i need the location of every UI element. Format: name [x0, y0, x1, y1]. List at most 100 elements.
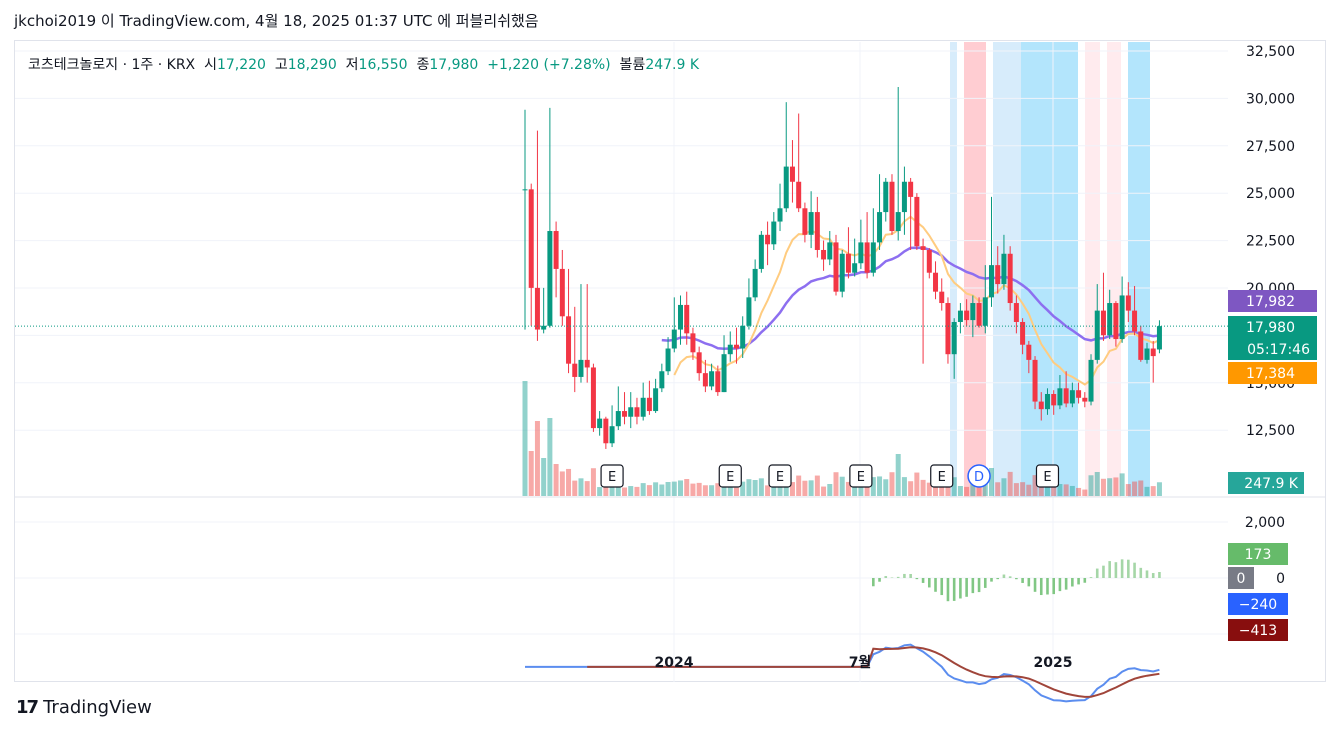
- volume-bar: [926, 482, 932, 496]
- highlight-band: [964, 42, 986, 497]
- candle-body: [920, 246, 926, 250]
- volume-bar: [1156, 482, 1162, 496]
- volume-bar: [622, 487, 628, 496]
- candle-body: [777, 208, 783, 222]
- macd-histogram-bar: [1027, 578, 1031, 587]
- macd-histogram-bar: [1102, 565, 1105, 578]
- macd-histogram-bar: [884, 576, 888, 578]
- candle-body: [1113, 303, 1119, 340]
- candle-body: [765, 234, 771, 245]
- volume-bar: [1013, 483, 1019, 496]
- volume-bar: [1001, 478, 1007, 496]
- candle-body: [590, 367, 596, 429]
- candle-body: [522, 189, 528, 191]
- macd-histogram-bar: [1008, 576, 1012, 578]
- price-badge: [1228, 362, 1317, 384]
- macd-histogram-bar: [1145, 570, 1149, 578]
- macd-histogram-bar: [1158, 571, 1161, 578]
- price-tick-label: 27,500: [1246, 139, 1295, 155]
- chart-frame[interactable]: [14, 40, 1326, 682]
- candle-body: [883, 181, 889, 213]
- candle-body: [553, 231, 559, 269]
- volume-bar: [901, 477, 907, 496]
- candle-body: [733, 344, 739, 349]
- candle-body: [740, 325, 746, 349]
- candle-body: [821, 249, 827, 260]
- volume-bar: [1100, 478, 1106, 496]
- legend-volume-label: 볼륨: [619, 57, 646, 73]
- macd-histogram-bar: [940, 578, 944, 596]
- candle-body: [715, 371, 721, 393]
- candle-body: [622, 411, 628, 417]
- macd-histogram-bar: [934, 578, 937, 592]
- candle-body: [684, 304, 690, 334]
- candle-body: [534, 287, 540, 330]
- volume-bar: [597, 487, 603, 496]
- candle-body: [889, 181, 895, 232]
- footer-brand[interactable]: 17 TradingView: [16, 697, 152, 718]
- candle-body: [926, 249, 932, 273]
- publish-header: jkchoi2019 이 TradingView.com, 4월 18, 202…: [14, 12, 539, 30]
- candle-body: [833, 242, 839, 292]
- volume-bar: [908, 481, 914, 496]
- candle-body: [1044, 393, 1050, 410]
- macd-histogram-bar: [996, 578, 1000, 580]
- macd-histogram-bar: [977, 578, 981, 593]
- volume-bar: [615, 483, 621, 496]
- price-tick-label: 30,000: [1246, 91, 1295, 107]
- candle-body: [709, 371, 715, 387]
- candle-body: [802, 208, 808, 235]
- macd-histogram-bar: [1120, 559, 1124, 578]
- macd-badge-label: 0: [1237, 571, 1246, 587]
- price-badge-label: 17,980: [1246, 320, 1295, 336]
- candle-body: [678, 304, 683, 330]
- candle-body: [1094, 310, 1100, 360]
- macd-histogram-bar: [946, 578, 950, 602]
- candle-body: [827, 242, 833, 260]
- macd-histogram-bar: [1077, 578, 1080, 585]
- macd-histogram-bar: [1015, 578, 1018, 580]
- macd-histogram-bar: [909, 573, 912, 578]
- candle-body: [528, 189, 534, 288]
- price-badge: [1228, 290, 1317, 312]
- macd-badge: [1228, 543, 1288, 565]
- volume-bar: [758, 478, 764, 496]
- volume-bar: [970, 483, 976, 496]
- candle-body: [752, 268, 758, 298]
- price-tick-label: 12,500: [1246, 423, 1295, 439]
- macd-badge-label: −413: [1239, 623, 1277, 639]
- candle-body: [721, 354, 727, 393]
- volume-bar: [1076, 487, 1082, 496]
- candle-body: [1100, 310, 1106, 336]
- macd-badge: [1228, 567, 1254, 589]
- candle-body: [814, 212, 820, 250]
- macd-tick-label: 2,000: [1245, 515, 1285, 531]
- volume-bar: [1051, 486, 1057, 496]
- candle-body: [758, 234, 764, 269]
- volume-bar: [895, 454, 901, 496]
- price-badge: [1228, 316, 1317, 360]
- candle-body: [665, 348, 671, 372]
- candle-body: [796, 181, 802, 209]
- candle-body: [1144, 348, 1150, 360]
- macd-histogram-bar: [952, 578, 956, 601]
- legend-high: 18,290: [287, 57, 337, 73]
- volume-bar: [684, 479, 690, 496]
- volume-bar: [982, 477, 988, 496]
- volume-badge-label: 247.9 K: [1244, 476, 1299, 492]
- candle-body: [901, 181, 907, 213]
- volume-bar: [534, 421, 540, 496]
- volume-bar: [566, 468, 572, 496]
- volume-bar: [522, 381, 528, 496]
- candle-body: [1138, 331, 1144, 360]
- volume-bar: [746, 479, 752, 496]
- candle-body: [1082, 397, 1088, 402]
- candle-body: [1038, 401, 1044, 410]
- candle-body: [671, 329, 677, 349]
- volume-bar: [808, 480, 814, 496]
- candle-body: [845, 253, 851, 273]
- volume-bar: [951, 477, 957, 496]
- legend-symbol: 코츠테크놀로지 · 1주 · KRX: [28, 57, 196, 73]
- candle-body: [1057, 388, 1063, 406]
